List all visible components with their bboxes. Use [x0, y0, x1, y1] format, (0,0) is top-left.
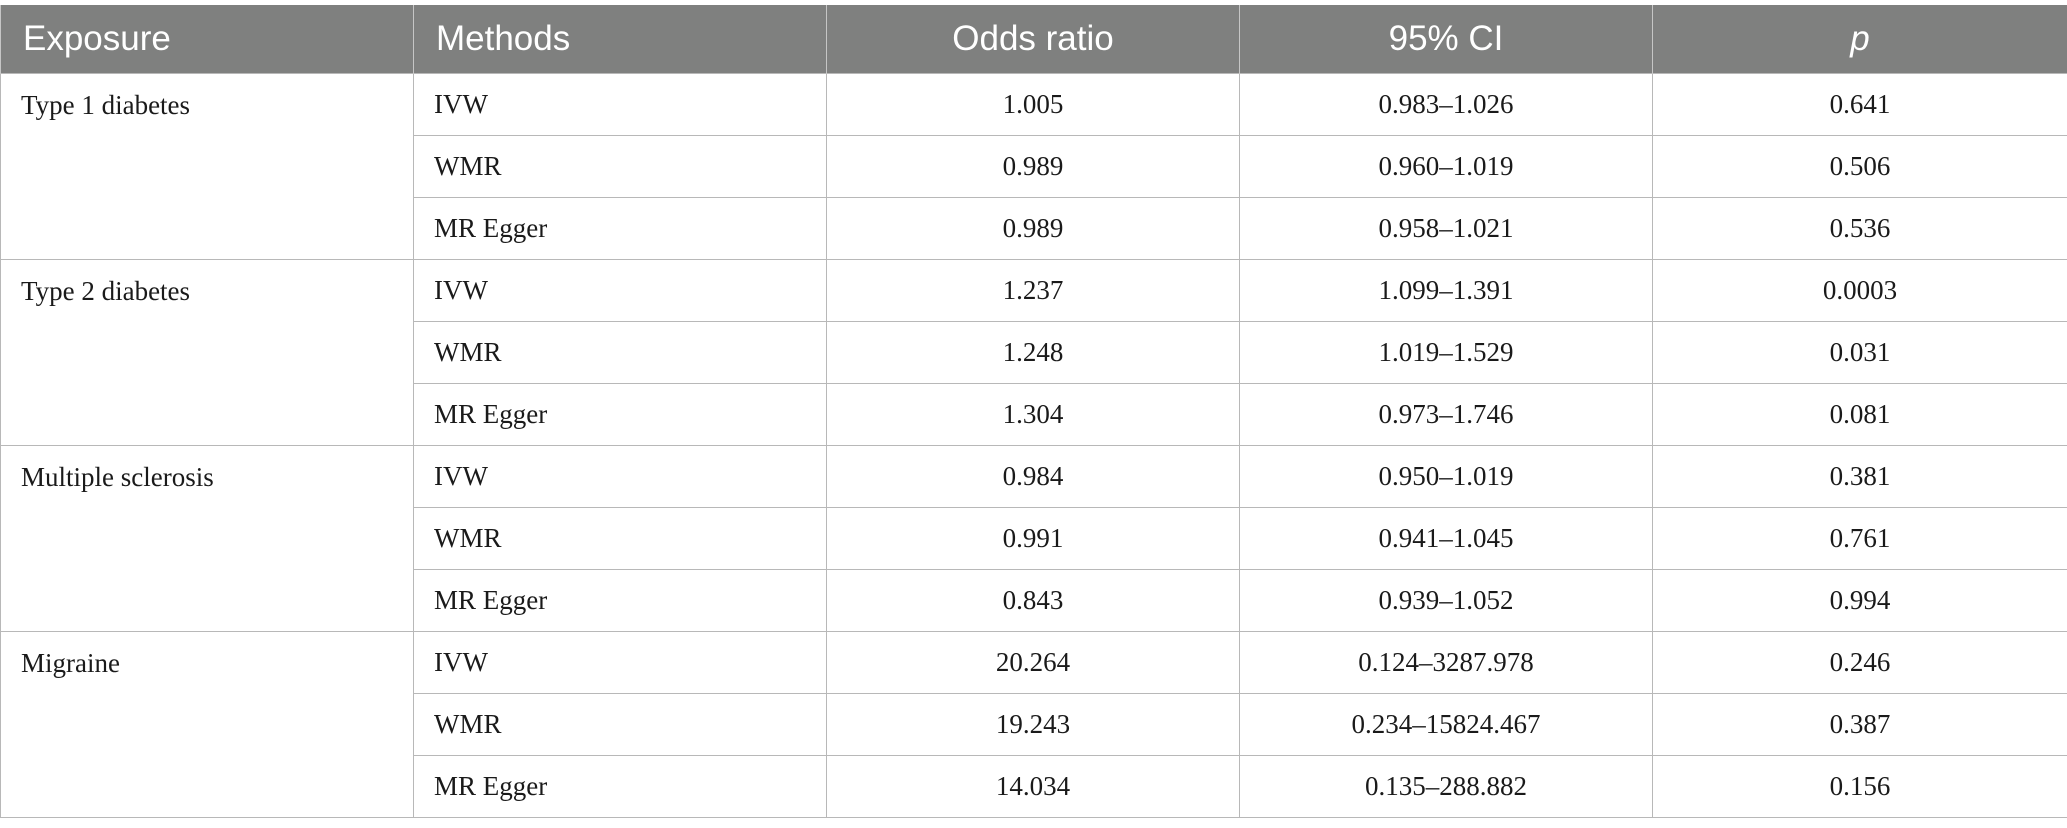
ci-cell: 0.124–3287.978: [1239, 631, 1653, 694]
p-cell: 0.641: [1652, 73, 2067, 136]
ci-cell: 0.950–1.019: [1239, 445, 1653, 508]
table-body: Type 1 diabetes IVW 1.005 0.983–1.026 0.…: [0, 73, 2067, 818]
ci-cell: 0.958–1.021: [1239, 197, 1653, 260]
odds-ratio-cell: 14.034: [826, 755, 1240, 818]
p-cell: 0.156: [1652, 755, 2067, 818]
method-cell: IVW: [413, 259, 827, 322]
table-header: Exposure Methods Odds ratio 95% CI p: [0, 5, 2067, 74]
header-row: Exposure Methods Odds ratio 95% CI p: [0, 5, 2067, 74]
p-cell: 0.387: [1652, 693, 2067, 756]
method-cell: WMR: [413, 321, 827, 384]
exposure-cell: Type 2 diabetes: [0, 259, 414, 446]
p-cell: 0.994: [1652, 569, 2067, 632]
odds-ratio-cell: 0.843: [826, 569, 1240, 632]
odds-ratio-cell: 0.989: [826, 135, 1240, 198]
header-ci: 95% CI: [1239, 5, 1653, 74]
p-cell: 0.761: [1652, 507, 2067, 570]
table-row: MR Egger 0.989 0.958–1.021 0.536: [1, 197, 2067, 260]
table-row: WMR 0.991 0.941–1.045 0.761: [1, 507, 2067, 570]
p-cell: 0.506: [1652, 135, 2067, 198]
table-row: MR Egger 0.843 0.939–1.052 0.994: [1, 569, 2067, 632]
table-row: WMR 19.243 0.234–15824.467 0.387: [1, 693, 2067, 756]
odds-ratio-cell: 20.264: [826, 631, 1240, 694]
odds-ratio-cell: 1.237: [826, 259, 1240, 322]
odds-ratio-cell: 1.248: [826, 321, 1240, 384]
method-cell: IVW: [413, 445, 827, 508]
odds-ratio-cell: 0.989: [826, 197, 1240, 260]
ci-cell: 0.939–1.052: [1239, 569, 1653, 632]
table-row: MR Egger 14.034 0.135–288.882 0.156: [1, 755, 2067, 818]
table-row: Type 2 diabetes IVW 1.237 1.099–1.391 0.…: [0, 259, 2067, 446]
exposure-cell: Multiple sclerosis: [0, 445, 414, 632]
p-cell: 0.536: [1652, 197, 2067, 260]
ci-cell: 0.973–1.746: [1239, 383, 1653, 446]
odds-ratio-cell: 19.243: [826, 693, 1240, 756]
table-row: Type 1 diabetes IVW 1.005 0.983–1.026 0.…: [0, 73, 2067, 260]
p-cell: 0.246: [1652, 631, 2067, 694]
ci-cell: 0.983–1.026: [1239, 73, 1653, 136]
header-exposure: Exposure: [0, 5, 414, 74]
method-cell: WMR: [413, 507, 827, 570]
header-methods: Methods: [413, 5, 827, 74]
header-p: p: [1652, 5, 2067, 74]
method-cell: MR Egger: [413, 755, 827, 818]
method-cell: IVW: [413, 631, 827, 694]
p-cell: 0.031: [1652, 321, 2067, 384]
method-cell: MR Egger: [413, 197, 827, 260]
method-cell: IVW: [413, 73, 827, 136]
ci-cell: 1.099–1.391: [1239, 259, 1653, 322]
table-row: MR Egger 1.304 0.973–1.746 0.081: [1, 383, 2067, 446]
ci-cell: 1.019–1.529: [1239, 321, 1653, 384]
method-cell: MR Egger: [413, 383, 827, 446]
table-row: WMR 1.248 1.019–1.529 0.031: [1, 321, 2067, 384]
ci-cell: 0.135–288.882: [1239, 755, 1653, 818]
exposure-cell: Migraine: [0, 631, 414, 818]
odds-ratio-cell: 1.304: [826, 383, 1240, 446]
header-odds-ratio: Odds ratio: [826, 5, 1240, 74]
method-cell: WMR: [413, 135, 827, 198]
ci-cell: 0.941–1.045: [1239, 507, 1653, 570]
p-cell: 0.0003: [1652, 259, 2067, 322]
p-cell: 0.381: [1652, 445, 2067, 508]
ci-cell: 0.234–15824.467: [1239, 693, 1653, 756]
results-table: Exposure Methods Odds ratio 95% CI p Typ…: [0, 5, 2067, 818]
ci-cell: 0.960–1.019: [1239, 135, 1653, 198]
table-row: Migraine IVW 20.264 0.124–3287.978 0.246: [0, 631, 2067, 818]
p-cell: 0.081: [1652, 383, 2067, 446]
method-cell: MR Egger: [413, 569, 827, 632]
odds-ratio-cell: 0.984: [826, 445, 1240, 508]
exposure-cell: Type 1 diabetes: [0, 73, 414, 260]
odds-ratio-cell: 0.991: [826, 507, 1240, 570]
odds-ratio-cell: 1.005: [826, 73, 1240, 136]
method-cell: WMR: [413, 693, 827, 756]
table-row: Multiple sclerosis IVW 0.984 0.950–1.019…: [0, 445, 2067, 632]
